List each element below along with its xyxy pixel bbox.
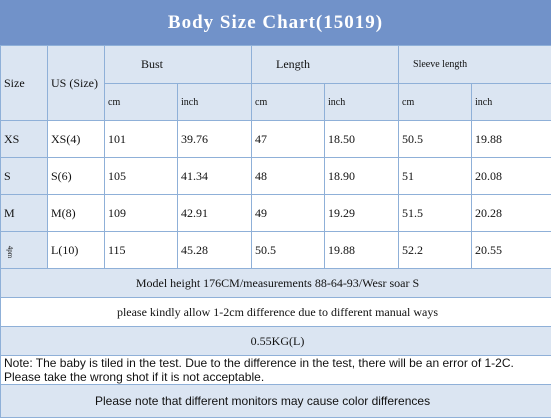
note-row: Model height 176CM/measurements 88-64-93… [1, 269, 551, 298]
cell: 50.5 [399, 121, 472, 158]
cell: XS [1, 121, 48, 158]
note-row: Note: The baby is tiled in the test. Due… [1, 356, 551, 385]
note-cell: please kindly allow 1-2cm difference due… [1, 298, 551, 327]
unit-header: cm [105, 84, 178, 121]
unit-header: inch [178, 84, 252, 121]
cell: 19.88 [472, 121, 551, 158]
note-cell: Model height 176CM/measurements 88-64-93… [1, 269, 551, 298]
cell: L(10) [48, 232, 105, 269]
cell: 4pm [1, 232, 48, 269]
note-cell: Please note that different monitors may … [1, 385, 551, 418]
note-cell: 0.55KG(L) [1, 327, 551, 356]
note-row: 0.55KG(L) [1, 327, 551, 356]
cell: 19.29 [325, 195, 399, 232]
cell: 20.08 [472, 158, 551, 195]
cell: 48 [252, 158, 325, 195]
cell: M(8) [48, 195, 105, 232]
cell: S(6) [48, 158, 105, 195]
cell: M [1, 195, 48, 232]
cell: 18.50 [325, 121, 399, 158]
cell: 42.91 [178, 195, 252, 232]
cell: 20.28 [472, 195, 551, 232]
cell: 47 [252, 121, 325, 158]
cell: 39.76 [178, 121, 252, 158]
cell: 51.5 [399, 195, 472, 232]
us-size-header: US (Size) [48, 46, 105, 121]
cell: S [1, 158, 48, 195]
cell: 50.5 [252, 232, 325, 269]
group-header: Length [252, 46, 399, 84]
note-row: Please note that different monitors may … [1, 385, 551, 418]
cell: 115 [105, 232, 178, 269]
cell: 109 [105, 195, 178, 232]
size-label: 4pm [6, 245, 14, 257]
cell: 49 [252, 195, 325, 232]
size-table: Size US (Size) Bust Length Sleeve length… [0, 45, 551, 418]
unit-header: cm [399, 84, 472, 121]
note-row: please kindly allow 1-2cm difference due… [1, 298, 551, 327]
cell: 41.34 [178, 158, 252, 195]
cell: 52.2 [399, 232, 472, 269]
cell: 19.88 [325, 232, 399, 269]
cell: 18.90 [325, 158, 399, 195]
table-body: Size US (Size) Bust Length Sleeve length… [1, 46, 551, 418]
cell: 51 [399, 158, 472, 195]
cell: XS(4) [48, 121, 105, 158]
unit-header: cm [252, 84, 325, 121]
size-header: Size [1, 46, 48, 121]
group-header: Sleeve length [399, 46, 551, 84]
cell: 20.55 [472, 232, 551, 269]
unit-header: inch [325, 84, 399, 121]
unit-header: inch [472, 84, 551, 121]
cell: 101 [105, 121, 178, 158]
header-row: Size US (Size) Bust Length Sleeve length [1, 46, 551, 84]
cell: 105 [105, 158, 178, 195]
chart-title: Body Size Chart(15019) [0, 0, 551, 45]
cell: 45.28 [178, 232, 252, 269]
note-cell: Note: The baby is tiled in the test. Due… [1, 356, 551, 385]
group-header: Bust [105, 46, 252, 84]
